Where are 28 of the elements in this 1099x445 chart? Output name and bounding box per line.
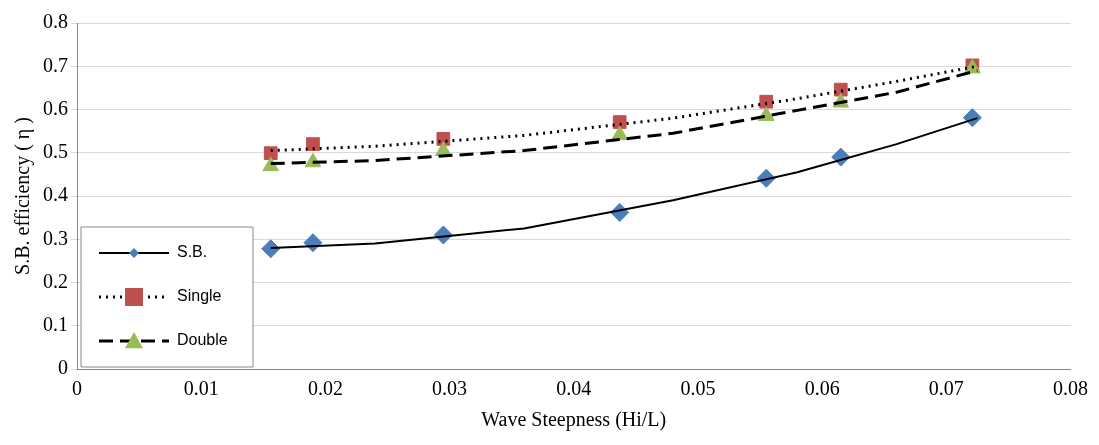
y-tick-label: 0.3 <box>43 226 68 249</box>
point <box>306 137 320 151</box>
y-tick-label: 0 <box>58 356 68 379</box>
legend-label: Single <box>177 287 222 305</box>
x-tick-label: 0.06 <box>804 377 840 400</box>
x-tick-label: 0.07 <box>928 377 964 400</box>
point <box>263 146 278 161</box>
x-tick-label: 0.02 <box>307 377 343 400</box>
x-tick-label: 0.04 <box>556 377 592 400</box>
x-tick-label: 0 <box>72 377 82 400</box>
y-axis-title: S.B. efficiency ( η ) <box>11 117 35 275</box>
y-tick-label: 0.6 <box>43 96 68 119</box>
y-tick-label: 0.4 <box>43 183 68 206</box>
y-tick-label: 0.2 <box>43 269 68 292</box>
legend-label: Double <box>177 331 228 349</box>
y-tick-label: 0.8 <box>43 10 68 33</box>
point <box>759 94 774 109</box>
x-tick-label: 0.05 <box>680 377 716 400</box>
y-tick-label: 0.7 <box>43 53 68 76</box>
x-tick-label: 0.08 <box>1053 377 1088 400</box>
x-axis-title: Wave Steepness (Hi/L) <box>481 408 667 432</box>
point <box>261 239 281 259</box>
x-tick-label: 0.01 <box>183 377 219 400</box>
x-tick-label: 0.03 <box>432 377 468 400</box>
y-tick-label: 0.5 <box>43 140 68 162</box>
point <box>262 156 280 172</box>
legend-label: S.B. <box>177 243 208 261</box>
y-tick-label: 0.1 <box>43 313 68 335</box>
